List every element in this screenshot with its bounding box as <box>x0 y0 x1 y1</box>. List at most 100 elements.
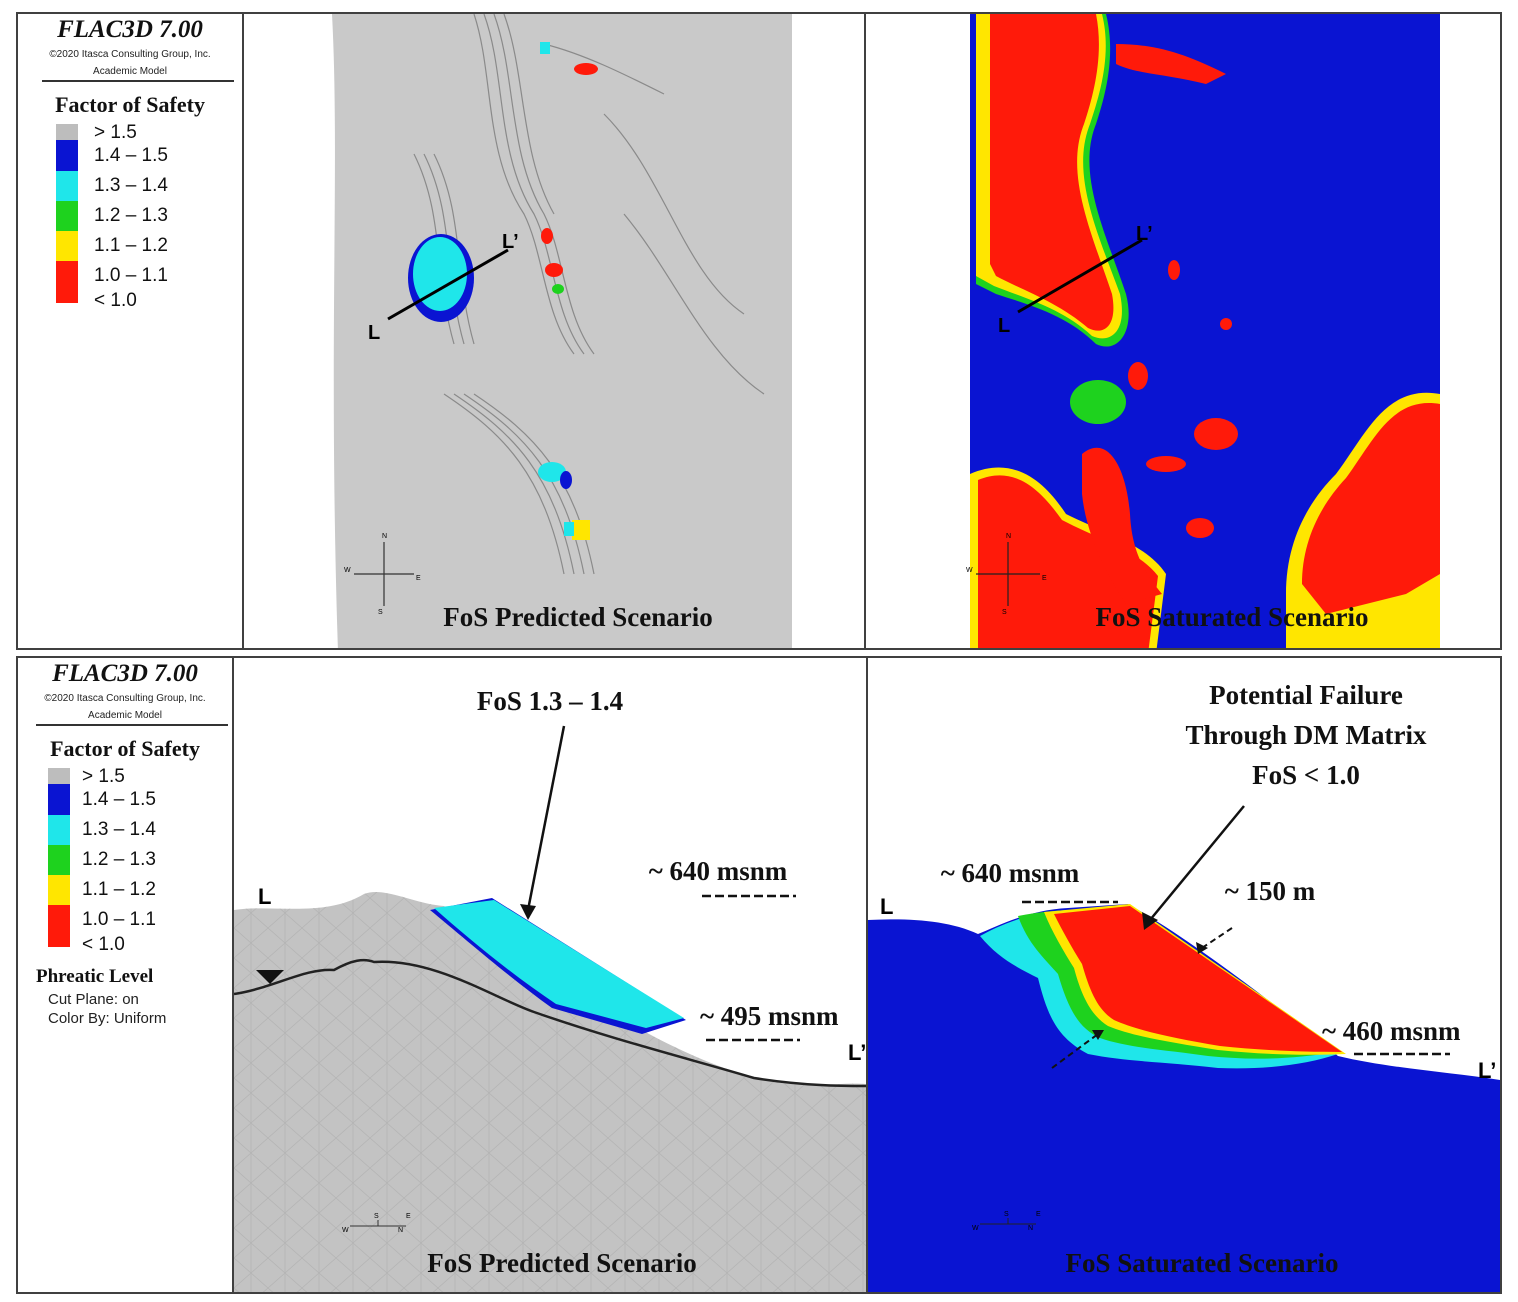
compass-south: S <box>374 1213 379 1220</box>
annotation-arrowhead <box>1142 912 1158 930</box>
failure-annotation-line1: Potential Failure <box>1209 680 1403 710</box>
red-zone-north <box>990 14 1114 331</box>
legend-swatch-10-11 <box>56 261 78 303</box>
thickness-arrowhead <box>1092 1030 1104 1040</box>
red-zone-ne <box>1116 44 1226 84</box>
section-line <box>387 248 509 321</box>
phreatic-item: Color By: Uniform <box>48 1010 167 1027</box>
spot-red <box>1220 318 1232 330</box>
annotation-arrow <box>526 725 566 911</box>
compass-north: N <box>1006 533 1011 540</box>
model-text: Academic Model <box>93 66 167 77</box>
failure-zone-cyan <box>434 900 684 1028</box>
software-title: FLAC3D 7.00 <box>57 16 203 43</box>
panel-caption: FoS Saturated Scenario <box>1066 1248 1339 1278</box>
compass-east: E <box>1042 575 1047 582</box>
spot-red <box>1186 518 1214 538</box>
phreatic-marker-icon <box>256 970 284 984</box>
compass-east: E <box>406 1213 411 1220</box>
failure-annotation-line2: Through DM Matrix <box>1186 720 1427 750</box>
legend-label: 1.2 – 1.3 <box>82 849 156 870</box>
section-label-end: L’ <box>1478 1058 1496 1083</box>
terrain-edge-left <box>332 14 338 648</box>
elevation-bottom: ~ 495 msnm <box>700 1001 839 1031</box>
section-view-saturated: Potential Failure Through DM Matrix FoS … <box>868 658 1500 1292</box>
phreatic-item: Cut Plane: on <box>48 991 139 1008</box>
spot-red <box>574 63 598 75</box>
compass-north: N <box>398 1227 403 1234</box>
legend-label: 1.4 – 1.5 <box>94 145 168 166</box>
elevation-top: ~ 640 msnm <box>941 858 1080 888</box>
legend-label: 1.0 – 1.1 <box>94 265 168 286</box>
compass-north: N <box>1028 1225 1033 1232</box>
compass-west: W <box>344 567 351 574</box>
spot-red <box>1168 260 1180 280</box>
section-label-start: L <box>998 315 1010 337</box>
compass-south: S <box>1002 609 1007 616</box>
panel-caption: FoS Predicted Scenario <box>427 1248 696 1278</box>
section-view-predicted: FoS 1.3 – 1.4 ~ 640 msnm ~ 495 msnm L L’… <box>234 658 868 1292</box>
section-line <box>1017 238 1143 314</box>
red-zone-s <box>1082 447 1162 604</box>
failure-annotation-line3: FoS < 1.0 <box>1252 760 1360 790</box>
elevation-bottom: ~ 460 msnm <box>1322 1016 1461 1046</box>
spot-red <box>1146 456 1186 472</box>
compass-icon <box>980 1218 1036 1225</box>
green-zone <box>1070 380 1126 424</box>
zone-red <box>1054 906 1342 1052</box>
legend-swatch-gt15 <box>48 768 70 784</box>
section-label-start: L <box>258 884 271 909</box>
plan-view-saturated: L L’ N S E W FoS Saturated Scenario <box>866 14 1500 648</box>
legend-swatch-11-12 <box>56 231 78 261</box>
compass-west: W <box>342 1227 349 1234</box>
distance-arrowhead <box>1196 942 1208 954</box>
red-zone-se <box>1302 403 1440 614</box>
top-legend: FLAC3D 7.00 ©2020 Itasca Consulting Grou… <box>18 14 244 648</box>
compass-north: N <box>382 533 387 540</box>
section-label-start: L <box>368 322 380 344</box>
legend-label: 1.1 – 1.2 <box>82 879 156 900</box>
legend-label: 1.3 – 1.4 <box>82 819 156 840</box>
failure-zone-cyan <box>413 237 467 311</box>
spot-red <box>1128 362 1148 390</box>
spot-red <box>1194 418 1238 450</box>
copyright-text: ©2020 Itasca Consulting Group, Inc. <box>49 49 211 60</box>
legend-swatch-13-14 <box>56 171 78 201</box>
legend-divider <box>36 724 228 726</box>
mesh-overlay <box>234 891 866 1292</box>
legend-label: < 1.0 <box>82 934 125 955</box>
legend-heading: Factor of Safety <box>55 92 205 117</box>
legend-swatch-14-15 <box>48 784 70 815</box>
compass-south: S <box>378 609 383 616</box>
annotation-arrow <box>1149 805 1245 921</box>
legend-heading: Factor of Safety <box>50 736 200 761</box>
fos-annotation: FoS 1.3 – 1.4 <box>477 686 623 716</box>
panel-caption: FoS Predicted Scenario <box>443 602 712 632</box>
top-figure: FLAC3D 7.00 ©2020 Itasca Consulting Grou… <box>16 12 1502 650</box>
copyright-text: ©2020 Itasca Consulting Group, Inc. <box>44 693 206 704</box>
legend-swatch-10-11 <box>48 905 70 947</box>
panel-caption: FoS Saturated Scenario <box>1096 602 1369 632</box>
compass-east: E <box>416 575 421 582</box>
legend-label: 1.4 – 1.5 <box>82 789 156 810</box>
annotation-arrowhead <box>520 904 536 920</box>
bottom-legend: FLAC3D 7.00 ©2020 Itasca Consulting Grou… <box>18 658 234 1292</box>
legend-label: 1.2 – 1.3 <box>94 205 168 226</box>
compass-east: E <box>1036 1211 1041 1218</box>
legend-label: > 1.5 <box>82 766 125 787</box>
compass-west: W <box>966 567 973 574</box>
red-zone-sw <box>978 475 1158 648</box>
section-label-start: L <box>880 894 893 919</box>
spot-cyan <box>538 462 566 482</box>
legend-label: > 1.5 <box>94 122 137 143</box>
plan-view-predicted: L L’ N S E W FoS Predicted Scenario <box>244 14 866 648</box>
legend-label: < 1.0 <box>94 290 137 311</box>
compass-south: S <box>1004 1211 1009 1218</box>
section-label-end: L’ <box>848 1040 866 1065</box>
legend-swatch-11-12 <box>48 875 70 905</box>
distance-arrow <box>1201 927 1233 949</box>
spot-cyan <box>564 522 574 536</box>
elevation-top: ~ 640 msnm <box>649 856 788 886</box>
bottom-figure: FLAC3D 7.00 ©2020 Itasca Consulting Grou… <box>16 656 1502 1294</box>
section-label-end: L’ <box>1136 223 1153 245</box>
